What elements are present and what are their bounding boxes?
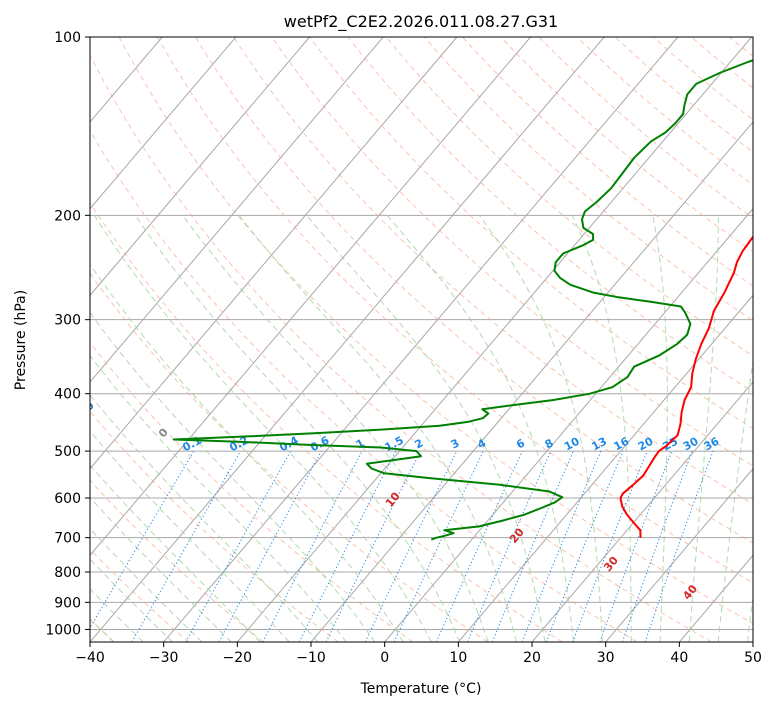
isotherm — [236, 37, 752, 642]
x-tick-label: 10 — [449, 650, 467, 666]
chart-title: wetPf2_C2E2.2026.011.08.27.G31 — [284, 12, 558, 32]
dewpoint-profile — [172, 59, 753, 541]
isotherm — [531, 381, 753, 642]
y-tick-label: 200 — [54, 208, 81, 224]
moist-adiabat — [90, 430, 290, 642]
isotherm — [605, 467, 753, 642]
dry-adiabat — [90, 129, 638, 642]
moist-adiabat — [90, 354, 347, 642]
y-tick-label: 700 — [54, 531, 81, 547]
isotherm — [163, 37, 679, 642]
dry-adiabat — [118, 37, 753, 625]
moist-adiabat — [90, 527, 203, 642]
mixing-ratio-line — [621, 450, 693, 642]
isotherm — [310, 121, 753, 642]
temperature-profile — [619, 235, 753, 538]
moist-adiabat — [90, 588, 144, 642]
isotherm — [90, 37, 605, 642]
background-lines — [90, 37, 775, 642]
mixing-ratio-line — [131, 450, 242, 642]
x-tick-label: 50 — [744, 650, 762, 666]
isotherm — [457, 294, 753, 642]
dry-adiabat — [195, 37, 753, 544]
moist-adiabat — [652, 215, 668, 642]
x-tick-label: −40 — [75, 650, 105, 666]
moist-adiabat — [90, 311, 376, 642]
isotherm — [90, 37, 384, 383]
mixing-ratio-label: 36 — [702, 435, 722, 454]
moist-adiabat — [571, 215, 632, 642]
mixing-ratio-label: 30 — [681, 435, 701, 454]
mixing-ratio-line — [325, 450, 422, 642]
mixing-ratio-line — [218, 450, 322, 642]
isotherm — [90, 37, 458, 470]
moist-adiabat — [90, 496, 232, 642]
moist-adiabat — [386, 214, 575, 642]
x-tick-label: 30 — [597, 650, 615, 666]
x-tick-label: −20 — [223, 650, 253, 666]
plot-frame — [89, 36, 754, 643]
y-tick-label: 100 — [54, 30, 81, 46]
x-axis-label: Temperature (°C) — [360, 681, 482, 697]
x-tick-label: −30 — [149, 650, 179, 666]
dry-adiabat — [614, 37, 753, 153]
dry-adiabat — [576, 37, 753, 186]
dry-adiabat — [156, 37, 753, 584]
moist-adiabat — [90, 263, 404, 642]
y-tick-label: 400 — [54, 387, 81, 403]
mixing-ratio-line — [185, 450, 292, 642]
moist-adiabat — [688, 215, 719, 642]
y-tick-label: 500 — [54, 444, 81, 460]
mixing-ratio-label: 20 — [636, 435, 656, 454]
moist-adiabat — [238, 214, 517, 642]
y-axis-label: Pressure (hPa) — [13, 290, 29, 390]
mixing-ratio-label: 10 — [562, 435, 582, 454]
y-tick-label: 900 — [54, 595, 81, 611]
dry-adiabat — [90, 54, 712, 642]
x-tick-label: 40 — [670, 650, 688, 666]
mixing-ratio-line — [644, 450, 714, 642]
y-tick-label: 800 — [54, 565, 81, 581]
mixing-ratio-label: 13 — [589, 435, 609, 454]
isotherm — [752, 641, 753, 642]
mixing-ratio-label: 16 — [612, 435, 632, 454]
isotherm — [90, 37, 237, 210]
dry-adiabat — [90, 201, 563, 642]
y-tick-label: 600 — [54, 491, 81, 507]
x-tick-label: −10 — [296, 650, 326, 666]
dry-adiabat — [90, 341, 414, 642]
mixing-ratio-line — [393, 450, 484, 642]
moist-adiabat — [93, 215, 432, 642]
isotherm — [90, 37, 310, 297]
moist-adiabat — [717, 357, 753, 642]
mixing-ratio-label: 25 — [660, 435, 680, 454]
isotherm — [384, 207, 753, 642]
dry-adiabat — [768, 37, 775, 642]
mixing-ratio-line — [467, 450, 552, 642]
moist-adiabat — [90, 558, 173, 642]
x-tick-label: 20 — [523, 650, 541, 666]
plot-background — [90, 37, 753, 642]
moist-adiabat — [90, 394, 319, 642]
mixing-ratio-line — [364, 450, 458, 642]
dry-adiabat-label: -10 — [74, 399, 97, 423]
mixing-ratio-line — [90, 450, 195, 629]
axes: −40 −30 −20 −10 0 10 20 30 40 50 100 200 300 400 500 60… — [45, 30, 762, 666]
mixing-ratio-line — [599, 450, 673, 642]
y-tick-label: 300 — [54, 313, 81, 329]
moist-adiabat — [90, 464, 261, 642]
moist-adiabat — [478, 215, 603, 642]
x-tick-label: 0 — [380, 650, 389, 666]
y-tick-label: 1000 — [45, 622, 81, 638]
profiles — [172, 59, 753, 541]
moist-adiabat — [134, 215, 461, 642]
